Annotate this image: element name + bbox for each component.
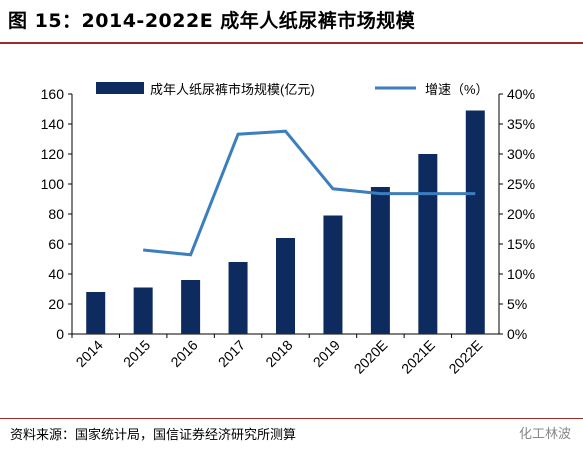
x-tick-label: 2014: [72, 337, 105, 370]
bar: [276, 238, 295, 334]
y-right-tick-label: 30%: [507, 146, 535, 162]
y-right-tick-label: 35%: [507, 116, 535, 132]
bar: [86, 292, 106, 334]
y-right-tick-label: 20%: [507, 206, 535, 222]
figure-title: 图 15：2014-2022E 成年人纸尿裤市场规模: [8, 10, 416, 32]
y-right-tick-label: 0%: [507, 326, 527, 342]
y-left-tick-label: 0: [56, 326, 64, 342]
x-tick-label: 2021E: [398, 337, 438, 377]
legend-bar-label: 成年人纸尿裤市场规模(亿元): [150, 82, 315, 97]
watermark: 化工林波: [518, 427, 571, 442]
bar: [323, 215, 343, 334]
bar: [228, 262, 248, 334]
y-right-tick-label: 40%: [507, 86, 535, 102]
y-left-tick-label: 160: [41, 86, 65, 102]
x-tick-label: 2016: [167, 337, 200, 370]
bar: [465, 110, 485, 334]
y-left-tick-label: 100: [41, 176, 65, 192]
x-tick-label: 2019: [310, 337, 343, 370]
y-right-tick-label: 25%: [507, 176, 535, 192]
legend-bar-swatch: [96, 82, 144, 94]
x-tick-label: 2017: [215, 337, 248, 370]
x-tick-label: 2022E: [445, 337, 485, 377]
chart: 0 20 40 60 80 100 120 140 160 0% 5% 10% 15% 20% 25% 30%…: [0, 44, 583, 418]
legend: 成年人纸尿裤市场规模(亿元) 增速（%）: [96, 82, 489, 97]
footer-rule: [0, 418, 583, 419]
legend-line-label: 增速（%）: [425, 82, 489, 97]
chart-svg: 0 20 40 60 80 100 120 140 160 0% 5% 10% 15% 20% 25% 30%…: [41, 82, 535, 377]
y-left-tick-label: 120: [41, 146, 65, 162]
plot-area: 0 20 40 60 80 100 120 140 160 0% 5% 10% 15% 20% 25% 30%…: [41, 86, 535, 377]
x-tick-label: 2018: [262, 337, 295, 370]
x-tick-label: 2015: [120, 337, 153, 370]
y-left-tick-label: 140: [41, 116, 65, 132]
growth-line: [143, 129, 476, 257]
bar: [418, 154, 438, 334]
y-right-tick-label: 10%: [507, 266, 535, 282]
source-note: 资料来源：国家统计局，国信证券经济研究所测算: [10, 428, 297, 443]
title-rule: [0, 42, 583, 44]
bar: [133, 287, 153, 334]
y-left-tick-label: 20: [48, 296, 64, 312]
bar: [181, 280, 201, 334]
y-left-tick-label: 60: [48, 236, 64, 252]
bar: [370, 187, 390, 334]
x-tick-label: 2020E: [351, 337, 391, 377]
y-left-tick-label: 40: [48, 266, 64, 282]
y-right-tick-label: 15%: [507, 236, 535, 252]
y-left-tick-label: 80: [48, 206, 64, 222]
y-right-tick-label: 5%: [507, 296, 527, 312]
